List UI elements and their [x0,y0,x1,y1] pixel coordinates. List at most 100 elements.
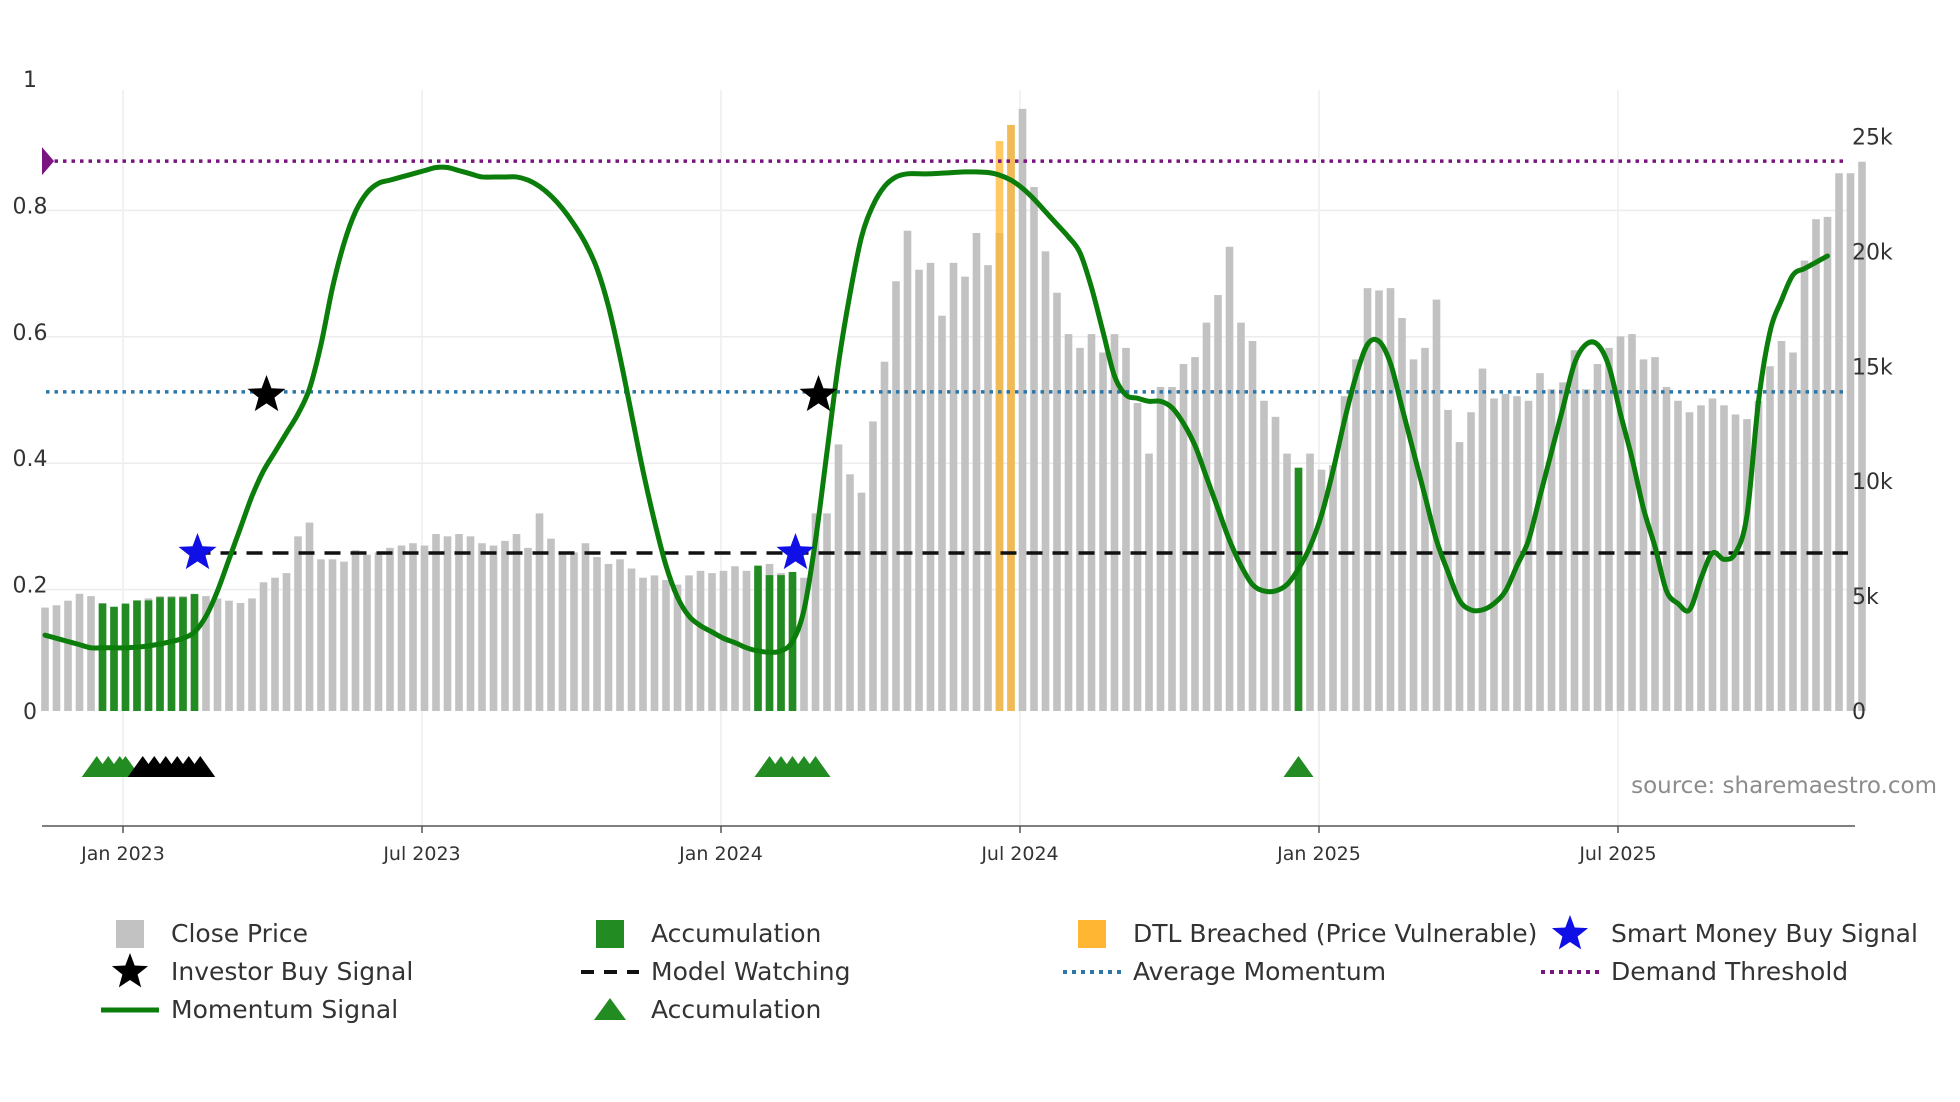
close-price-bar [1685,412,1694,711]
momentum-signal-line [42,164,1830,655]
legend-swatch [111,953,149,988]
close-price-bar [593,557,601,711]
close-price-bar [1145,453,1153,711]
accumulation-triangle [1283,756,1314,777]
close-price-bar [949,262,958,711]
legend-item-orange-square: DTL Breached (Price Vulnerable) [1078,919,1537,948]
close-price-bar [547,538,555,711]
close-price-bar [1064,334,1073,711]
close-price-bar [1731,414,1740,711]
close-price-bar [811,513,820,711]
close-price-bar [892,281,900,711]
close-price-bar [1122,347,1130,711]
close-price-bar [535,513,544,711]
close-price-bar [225,600,233,711]
x-tick-label: Jan 2023 [80,843,165,865]
close-price-bar [961,276,969,711]
right-tick-label: 10k [1852,470,1893,495]
accumulation-bar [167,597,176,711]
right-tick-label: 0 [1852,700,1866,725]
close-price-bar [1248,340,1257,711]
close-price-bar [1662,386,1671,711]
close-price-bar [1076,347,1084,711]
right-tick-label: 20k [1852,240,1893,265]
tick-labels: Jan 2023 Jul 2023 Jan 2024 Jul 2024 Jan 2025… [13,68,1893,865]
right-tick-label: 15k [1852,355,1893,380]
close-price-bar [1639,359,1648,711]
close-price-bar [236,602,245,711]
close-price-bar [1375,290,1383,711]
close-price-bar [639,577,647,711]
close-price-bar [1467,412,1475,711]
close-price-bar [1306,453,1314,711]
close-price-bar [1271,416,1280,711]
axes [42,825,1855,833]
close-price-bar [259,582,268,711]
close-price-bar [1237,322,1245,711]
demand-threshold-marker [42,147,54,176]
close-price-bar [1041,251,1050,711]
close-price-bar [869,421,877,711]
accumulation-triangles [81,756,1314,777]
investor-buy-star [247,375,286,412]
x-tick-label: Jul 2023 [382,843,460,865]
close-price-bar [1409,359,1418,711]
accumulation-bar [98,603,107,711]
investor-buy-star [799,375,838,412]
close-price-bar [202,596,210,711]
close-price-bar [1858,161,1866,711]
close-price-bar [1570,350,1579,711]
close-price-bar [455,534,463,711]
legend-label: Demand Threshold [1611,957,1848,986]
accumulation-bar [765,575,774,711]
close-price-bar [823,513,831,711]
legend-item-gray-square: Close Price [116,919,308,948]
legend-item-dashed-black-line: Model Watching [581,957,851,986]
close-price-bar [363,554,371,711]
close-price-bar [248,598,256,711]
legend-swatch [1078,920,1106,948]
accumulation-bar [179,597,187,711]
x-tick-label: Jul 2025 [1578,843,1656,865]
close-price-bar [926,262,935,711]
close-price-bar [627,568,636,711]
close-price-bar [443,536,452,711]
accumulation-triangle [800,756,831,777]
close-price-bar [1421,347,1429,711]
close-price-bar [1110,334,1119,711]
x-tick-label: Jan 2024 [678,843,763,865]
close-price-bar [420,545,429,711]
close-price-bar [1133,403,1142,711]
close-price-bar [1352,359,1360,711]
close-price-bar [708,573,716,711]
close-price-bar [489,545,498,711]
close-price-bar [1559,382,1567,711]
close-price-bar [558,552,567,711]
close-price-bar [432,534,440,711]
close-price-bar [374,552,383,711]
accumulation-bar [754,565,762,711]
close-price-bar [351,550,360,711]
close-price-bar [604,563,613,711]
close-price-bar [1777,340,1786,711]
accumulation-bar [110,606,118,711]
legend-swatch [116,920,144,948]
close-price-bar [1156,386,1165,711]
left-tick-label: 1 [23,68,37,93]
legend: Close Price Accumulation DTL Breached (Pri… [101,915,1918,1024]
close-price-bar [305,522,314,711]
close-price-bar [1260,400,1268,711]
right-tick-label: 25k [1852,125,1893,150]
close-price-bar [1697,405,1705,711]
close-price-bar [1455,442,1464,711]
close-price-bar [1398,318,1406,711]
accumulation-bar [156,597,164,711]
close-price-bar [1812,219,1820,711]
legend-swatch [594,998,626,1020]
accumulation-bar [121,603,130,711]
legend-item-green-square: Accumulation [596,919,821,948]
close-price-bar [1179,363,1188,711]
close-price-bar [1524,400,1533,711]
legend-item-green-line: Momentum Signal [101,995,398,1024]
